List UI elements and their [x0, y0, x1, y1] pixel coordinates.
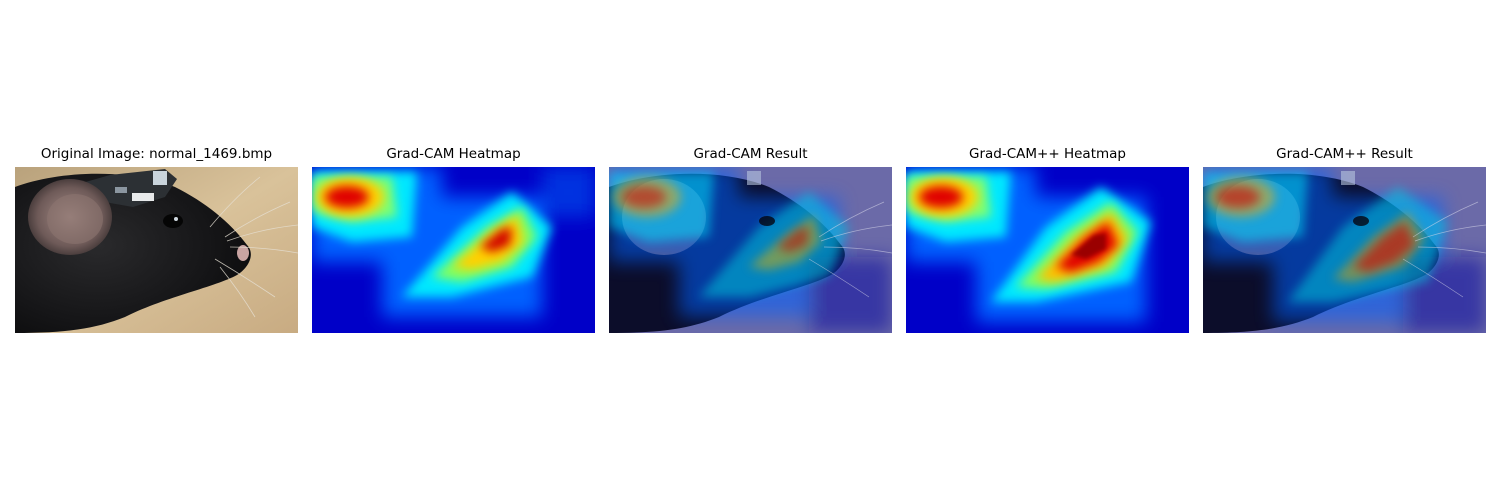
gradcampp-heatmap-image [906, 167, 1189, 333]
panel-title: Grad-CAM Result [693, 146, 808, 162]
panel-title: Grad-CAM Heatmap [386, 146, 521, 162]
panel-title: Original Image: normal_1469.bmp [40, 146, 273, 162]
gradcam-heatmap-image [312, 167, 595, 333]
gradcam-result-image [609, 167, 892, 333]
mouse-photo-image [15, 167, 298, 333]
panel-title: Grad-CAM++ Heatmap [969, 146, 1126, 162]
gradcampp-result-image [1203, 167, 1486, 333]
panel-title: Grad-CAM++ Result [1276, 146, 1413, 162]
